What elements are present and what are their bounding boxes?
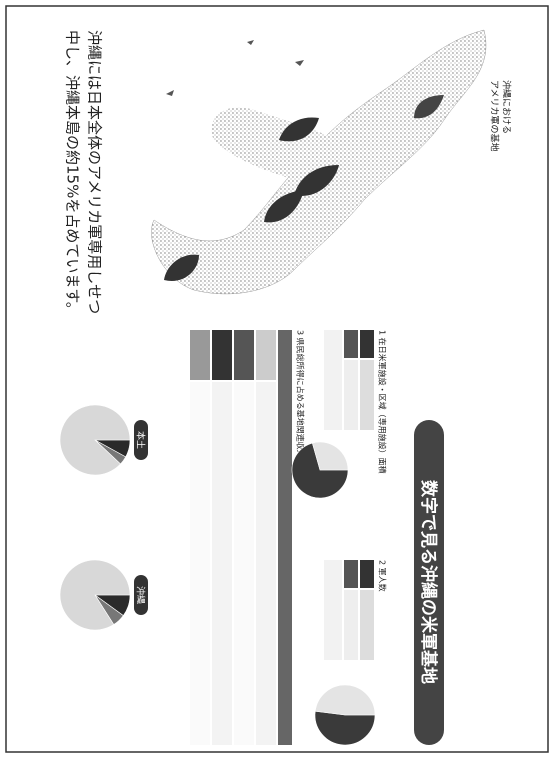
pie-slice (59, 404, 131, 476)
label-pill (134, 420, 148, 460)
base (279, 117, 319, 142)
comparison-label: 本土 (135, 431, 147, 449)
table-1 (324, 330, 374, 430)
pie-slice (314, 710, 376, 746)
base (414, 95, 444, 119)
section-heading: 3 県民総所得に占める基地関連収入 (296, 330, 306, 458)
table-2 (324, 560, 374, 660)
map (151, 29, 487, 295)
base (264, 190, 304, 223)
comparison-label: 沖縄 (135, 586, 147, 604)
map-label: アメリカ軍の基地 (489, 80, 501, 152)
base (164, 254, 199, 281)
base (294, 165, 339, 196)
pie-slice (59, 559, 131, 631)
pie-slice (314, 684, 376, 716)
label-pill (134, 575, 148, 615)
body-text: 沖縄には日本全体のアメリカ軍専用しせつ (86, 30, 104, 314)
frame (5, 5, 549, 753)
island-peninsula (211, 107, 354, 180)
table-3 (190, 330, 292, 745)
map-label: 沖縄における (501, 80, 513, 134)
title-banner (414, 420, 444, 745)
section-heading: 1 在日米軍施設・区域（専用施設）面積 (378, 330, 388, 474)
pie-slice (311, 441, 349, 471)
pie-slice (291, 442, 349, 499)
title: 数字で見る沖縄の米軍基地 (418, 480, 439, 684)
section-heading: 2 軍人数 (378, 560, 388, 592)
body-text: 中し、沖縄本島の約15%を占めています。 (64, 30, 82, 317)
landscape-sheet: 沖縄における アメリカ軍の基地 沖縄には日本全体のアメリカ軍専用しせつ 中し、沖… (59, 29, 513, 746)
